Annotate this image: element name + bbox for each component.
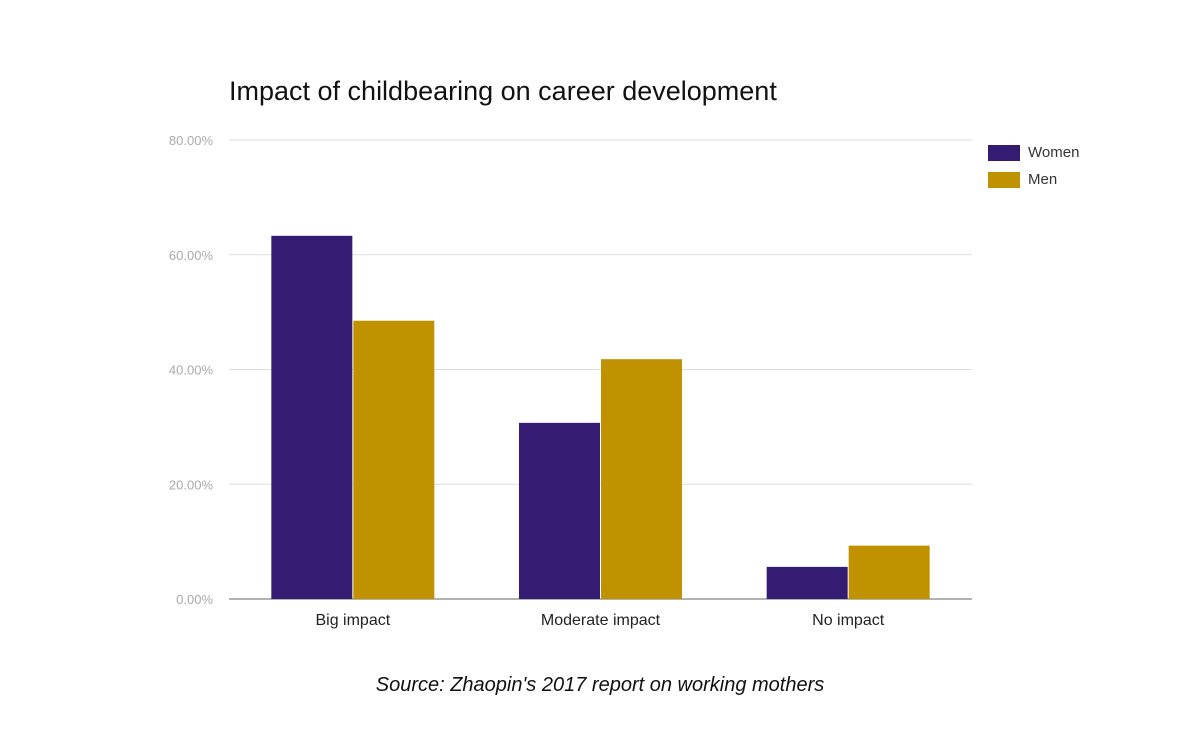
bar-women-no-impact [766,566,848,599]
legend-swatch-men [988,171,1020,188]
legend-label-women: Women [1028,144,1080,161]
x-tick-label: No impact [812,612,885,629]
y-tick-label: 40.00% [169,363,214,378]
source-caption: Source: Zhaopin's 2017 report on working… [375,674,825,696]
gridlines [229,139,972,600]
legend-label-men: Men [1028,171,1058,188]
y-tick-label: 20.00% [169,477,214,492]
bar-women-moderate-impact [519,422,600,599]
y-tick-label: 80.00% [169,133,214,148]
legend-item-women: Women [988,139,1079,166]
x-tick-labels: Big impact Moderate impact No impact [315,612,884,629]
bar-men-moderate-impact [601,359,682,599]
legend-item-men: Men [988,166,1079,193]
x-tick-label: Moderate impact [541,612,661,629]
y-tick-label: 60.00% [169,248,214,263]
legend: Women Men [988,139,1079,193]
legend-swatch-women [988,144,1020,161]
bar-women-big-impact [271,235,353,599]
y-tick-labels: 0.00% 20.00% 40.00% 60.00% 80.00% [169,133,214,607]
bar-men-big-impact [353,320,435,599]
x-tick-label: Big impact [315,612,390,629]
chart-title: Impact of childbearing on career develop… [229,76,777,106]
bars [271,235,930,599]
bar-men-no-impact [848,545,930,599]
y-tick-label: 0.00% [176,592,213,607]
